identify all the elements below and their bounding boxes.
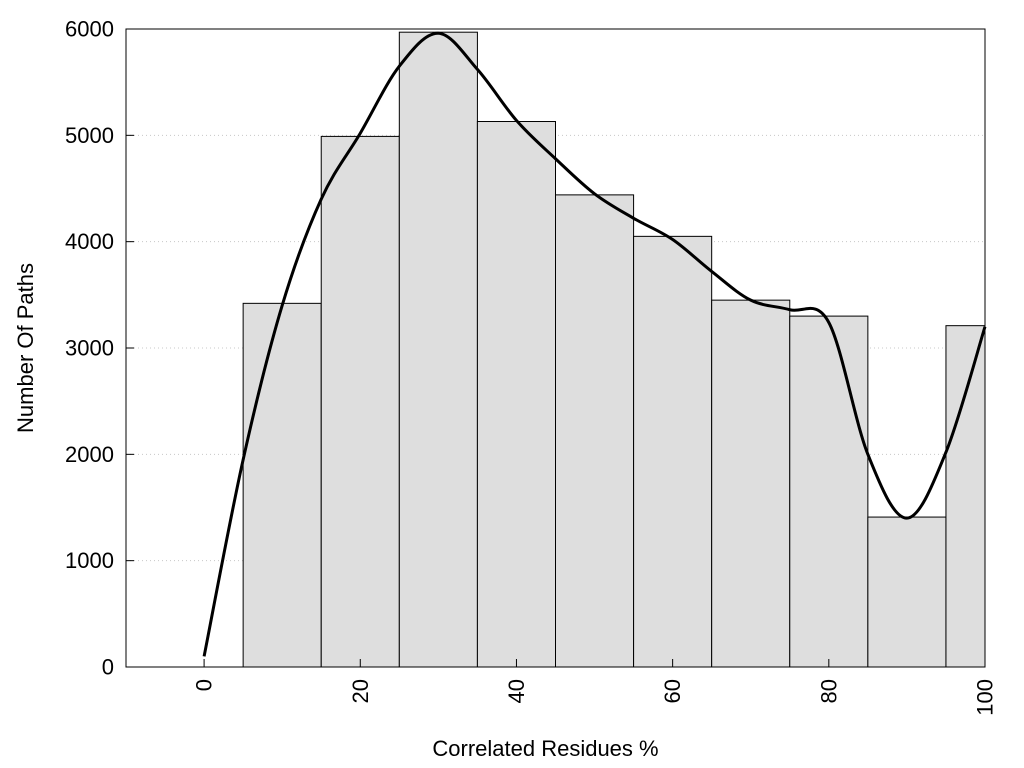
bar [398, 31, 478, 668]
x-tick-label: 20 [348, 679, 373, 703]
y-tick-label: 2000 [65, 442, 114, 467]
y-tick-label: 4000 [65, 229, 114, 254]
bar [867, 516, 947, 668]
y-axis-ticks: 0 1000 2000 3000 4000 5000 6000 [65, 17, 134, 680]
x-tick-label: 40 [504, 679, 529, 703]
bars [242, 31, 986, 668]
density-curve [202, 31, 987, 657]
bar [242, 302, 322, 668]
y-tick-label: 1000 [65, 548, 114, 573]
bar [945, 325, 986, 668]
y-tick-label: 5000 [65, 123, 114, 148]
bar [320, 135, 400, 668]
x-tick-label: 0 [192, 679, 217, 691]
y-tick-label: 0 [102, 655, 114, 680]
x-axis-label: Correlated Residues % [432, 736, 658, 761]
x-tick-label: 80 [816, 679, 841, 703]
x-tick-label: 100 [973, 679, 998, 716]
x-axis-ticks: 0 20 40 60 80 100 [192, 659, 998, 716]
bar [555, 194, 635, 668]
bar [633, 235, 713, 668]
y-tick-label: 6000 [65, 17, 114, 42]
y-tick-label: 3000 [65, 336, 114, 361]
density-curve-group [202, 31, 987, 657]
y-axis-label: Number Of Paths [13, 263, 38, 433]
bar [476, 121, 556, 668]
bar [789, 315, 869, 668]
x-tick-label: 60 [660, 679, 685, 703]
bar [711, 299, 791, 668]
